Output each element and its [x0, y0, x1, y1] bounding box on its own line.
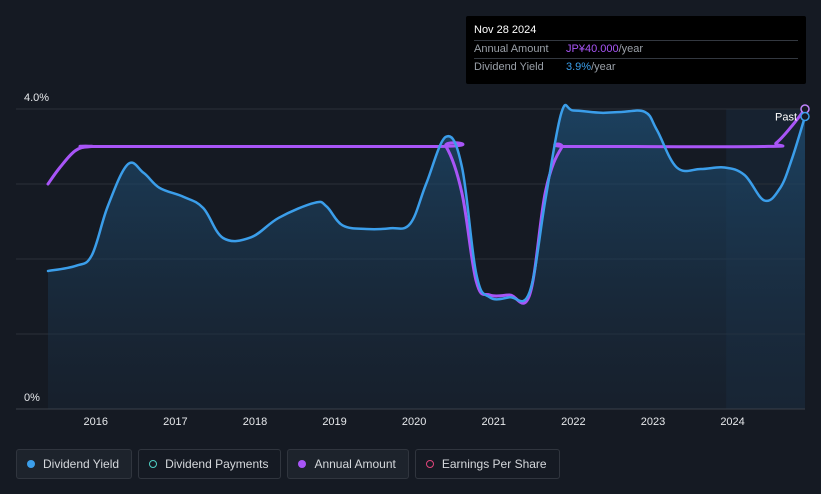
dividend-yield-area [48, 105, 805, 410]
legend-dot-dividend-payments [149, 460, 158, 468]
legend-dividend-yield[interactable]: Dividend Yield [16, 449, 133, 479]
legend-dot-earnings-per-share [425, 460, 434, 468]
legend-dot-annual-amount [298, 460, 307, 468]
x-tick-label: 2019 [322, 416, 346, 428]
legend-earnings-per-share[interactable]: Earnings Per Share [414, 449, 560, 479]
legend-label-dividend-yield: Dividend Yield [43, 457, 120, 471]
past-label: Past [775, 112, 797, 124]
chart-legend: Dividend Yield Dividend Payments Annual … [16, 449, 560, 479]
legend-dot-dividend-yield [27, 460, 35, 468]
legend-label-annual-amount: Annual Amount [314, 457, 396, 471]
x-tick-label: 2023 [641, 416, 665, 428]
x-tick-label: 2021 [482, 416, 506, 428]
y-tick-label: 0% [24, 392, 40, 404]
y-tick-label: 4.0% [24, 92, 49, 104]
x-tick-label: 2022 [561, 416, 585, 428]
legend-label-dividend-payments: Dividend Payments [165, 457, 269, 471]
tooltip-annual-amount-label: Annual Amount [474, 43, 549, 55]
dividend-yield-line [46, 103, 807, 303]
dividend-yield-endpoint [800, 111, 810, 122]
tooltip-dividend-yield-value: 3.9% [566, 61, 592, 73]
legend-annual-amount[interactable]: Annual Amount [287, 449, 409, 479]
tooltip-dividend-yield-row: Dividend Yield 3.9%/year [474, 58, 798, 76]
legend-dividend-payments[interactable]: Dividend Payments [138, 449, 282, 479]
x-tick-label: 2024 [720, 416, 744, 428]
x-tick-label: 2016 [84, 416, 108, 428]
hover-tooltip: Nov 28 2024 Annual Amount JP¥40.000/year… [466, 16, 806, 84]
tooltip-annual-amount-row: Annual Amount JP¥40.000/year [474, 40, 798, 58]
x-tick-label: 2020 [402, 416, 426, 428]
tooltip-dividend-yield-unit: /year [591, 61, 616, 73]
tooltip-annual-amount-unit: /year [618, 43, 644, 55]
tooltip-dividend-yield-label: Dividend Yield [474, 61, 544, 73]
x-tick-label: 2017 [163, 416, 187, 428]
x-tick-label: 2018 [243, 416, 267, 428]
legend-label-earnings-per-share: Earnings Per Share [441, 457, 547, 471]
tooltip-date: Nov 28 2024 [474, 24, 537, 36]
tooltip-annual-amount-value: JP¥40.000 [566, 43, 619, 55]
